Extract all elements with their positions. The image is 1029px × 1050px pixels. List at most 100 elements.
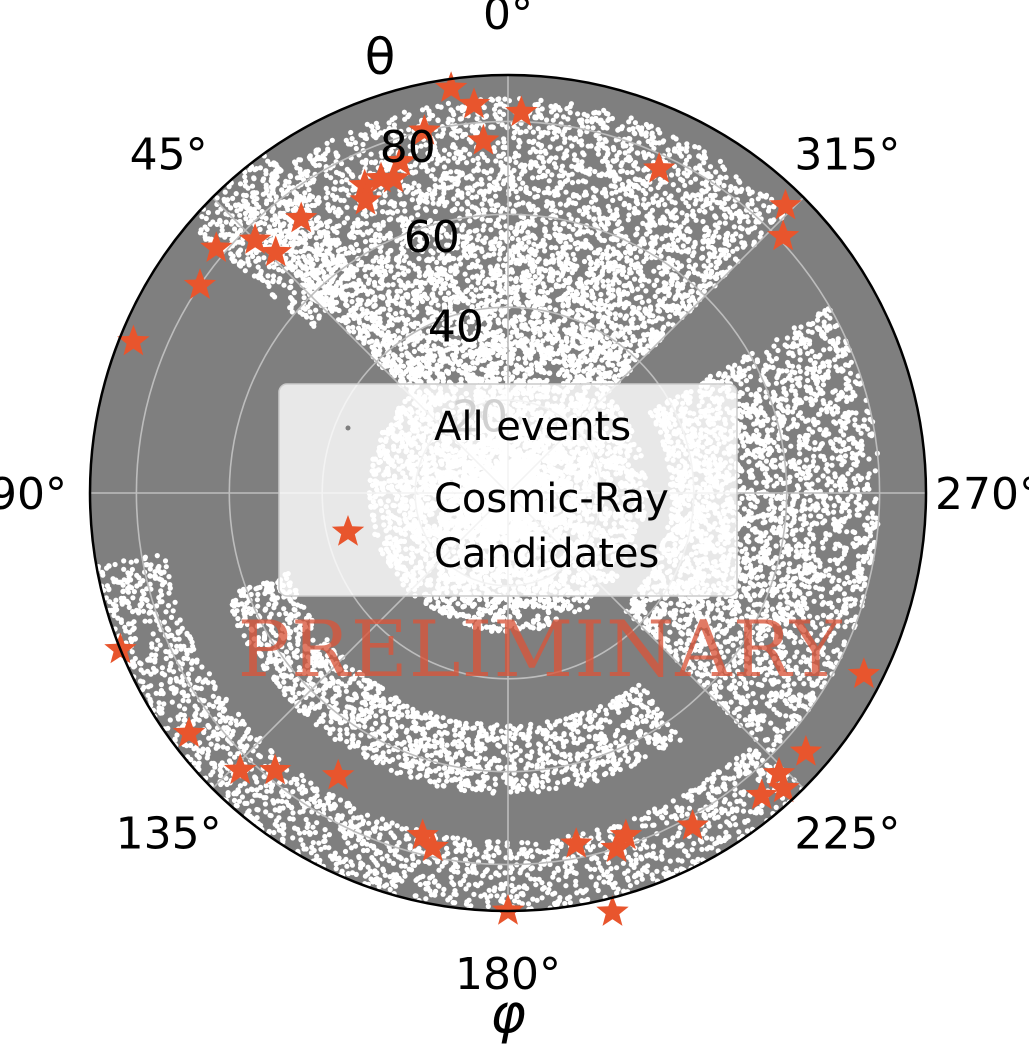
event-point bbox=[696, 145, 702, 151]
event-point bbox=[483, 113, 489, 120]
event-point bbox=[308, 314, 315, 321]
event-point bbox=[606, 361, 612, 368]
event-point bbox=[394, 364, 400, 370]
event-point bbox=[616, 251, 622, 258]
event-point bbox=[757, 191, 763, 197]
event-point bbox=[595, 250, 601, 256]
event-point bbox=[352, 140, 358, 146]
event-point bbox=[294, 240, 300, 246]
event-point bbox=[388, 340, 394, 346]
event-point bbox=[592, 336, 598, 342]
event-point bbox=[430, 200, 436, 206]
event-point bbox=[632, 245, 638, 252]
event-point bbox=[428, 273, 434, 279]
event-point bbox=[665, 147, 671, 153]
event-point bbox=[676, 306, 682, 312]
event-point bbox=[378, 332, 384, 338]
event-point bbox=[553, 208, 559, 214]
event-point bbox=[363, 220, 369, 227]
event-point bbox=[705, 265, 711, 271]
event-point bbox=[520, 180, 526, 186]
event-point bbox=[319, 296, 325, 302]
event-point bbox=[374, 265, 380, 271]
event-point bbox=[499, 277, 505, 283]
event-point bbox=[668, 222, 675, 228]
event-point bbox=[385, 232, 391, 239]
event-point bbox=[377, 319, 383, 325]
event-point bbox=[545, 130, 551, 136]
event-point bbox=[385, 282, 391, 288]
event-point bbox=[369, 338, 375, 344]
event-point bbox=[580, 150, 586, 156]
event-point bbox=[553, 155, 559, 161]
event-point bbox=[600, 349, 606, 355]
event-point bbox=[585, 143, 591, 149]
event-point bbox=[542, 173, 548, 179]
event-point bbox=[629, 169, 635, 175]
event-point bbox=[371, 237, 377, 243]
event-point bbox=[515, 301, 521, 307]
event-point bbox=[528, 165, 534, 171]
event-point bbox=[583, 192, 590, 198]
event-point bbox=[257, 226, 263, 232]
event-point bbox=[695, 192, 701, 198]
event-point bbox=[538, 115, 545, 121]
event-point bbox=[371, 258, 377, 264]
event-point bbox=[387, 298, 393, 304]
event-point bbox=[589, 266, 595, 272]
event-point bbox=[318, 233, 324, 239]
event-point bbox=[493, 193, 499, 199]
event-point bbox=[648, 186, 654, 192]
event-point bbox=[655, 200, 662, 206]
event-point bbox=[511, 130, 518, 136]
event-point bbox=[602, 355, 609, 361]
event-point bbox=[664, 303, 670, 309]
event-point bbox=[569, 143, 575, 149]
event-point bbox=[525, 281, 531, 287]
event-point bbox=[460, 240, 466, 247]
event-point bbox=[445, 119, 451, 126]
event-point bbox=[642, 323, 648, 330]
event-point bbox=[473, 123, 480, 129]
event-point bbox=[447, 283, 453, 289]
event-point bbox=[550, 117, 556, 123]
event-point bbox=[741, 240, 747, 246]
event-point bbox=[518, 186, 524, 192]
event-point bbox=[584, 358, 590, 365]
event-point bbox=[532, 274, 538, 280]
event-point bbox=[549, 172, 555, 178]
event-point bbox=[419, 285, 425, 291]
event-point bbox=[579, 165, 585, 171]
event-point bbox=[701, 274, 707, 280]
event-point bbox=[398, 346, 404, 352]
event-point bbox=[499, 122, 505, 128]
event-point bbox=[626, 178, 632, 185]
event-point bbox=[375, 222, 381, 228]
event-point bbox=[591, 295, 597, 301]
event-point bbox=[350, 324, 356, 330]
event-point bbox=[562, 277, 568, 283]
event-point bbox=[605, 260, 612, 266]
event-point bbox=[521, 236, 527, 242]
event-point bbox=[624, 185, 631, 191]
event-point bbox=[400, 330, 406, 336]
event-point bbox=[614, 207, 620, 213]
event-point bbox=[609, 305, 615, 311]
event-point bbox=[761, 203, 767, 209]
event-point bbox=[716, 234, 722, 240]
event-point bbox=[567, 110, 573, 116]
event-point bbox=[287, 223, 293, 229]
event-point bbox=[697, 163, 703, 169]
event-point bbox=[412, 376, 418, 382]
event-point bbox=[438, 363, 444, 369]
event-point bbox=[385, 291, 391, 298]
event-point bbox=[613, 315, 619, 321]
event-point bbox=[429, 280, 435, 286]
event-point bbox=[270, 273, 277, 279]
event-point bbox=[388, 216, 394, 222]
event-point bbox=[478, 177, 484, 183]
event-point bbox=[732, 203, 738, 209]
event-point bbox=[572, 266, 578, 272]
event-point bbox=[626, 301, 632, 307]
event-point bbox=[730, 248, 736, 254]
